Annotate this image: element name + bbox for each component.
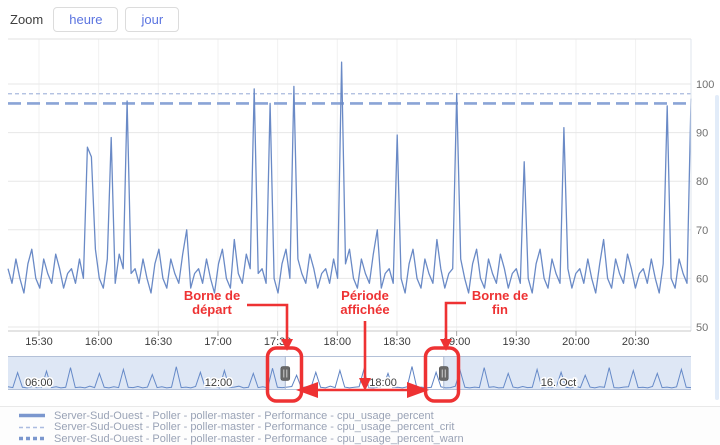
- start-arrow: [247, 303, 289, 340]
- legend-item-cpu-usage-warn[interactable]: Server-Sud-Ouest - Poller - poller-maste…: [18, 433, 720, 445]
- svg-text:16:30: 16:30: [145, 336, 173, 348]
- period-arrowhead: [359, 378, 371, 391]
- end-handle-highlight-box: [423, 346, 461, 403]
- annotation-arrows: [247, 301, 466, 403]
- svg-text:18:00: 18:00: [369, 377, 397, 389]
- zoom-hour-button[interactable]: heure: [53, 6, 119, 32]
- start-arrowhead: [281, 339, 293, 351]
- svg-text:16. Oct: 16. Oct: [541, 377, 576, 389]
- cpu-usage-series: [7, 61, 692, 294]
- svg-text:100: 100: [696, 79, 714, 91]
- legend-item-cpu-usage-crit[interactable]: Server-Sud-Ouest - Poller - poller-maste…: [18, 421, 720, 433]
- svg-text:12:00: 12:00: [205, 377, 233, 389]
- svg-text:80: 80: [696, 176, 708, 188]
- zoom-toolbar: Zoom heure jour: [0, 0, 180, 38]
- svg-text:20:30: 20:30: [622, 336, 650, 348]
- chart-grid: [8, 39, 691, 331]
- svg-text:18:00: 18:00: [324, 336, 352, 348]
- dashed-thick-line-swatch-icon: [19, 437, 45, 441]
- chart-legend: Server-Sud-Ouest - Poller - poller-maste…: [0, 406, 720, 445]
- svg-text:90: 90: [696, 128, 708, 140]
- threshold-lines: [8, 93, 691, 105]
- zoom-label: Zoom: [10, 11, 44, 27]
- svg-text:18:30: 18:30: [383, 336, 411, 348]
- zoom-day-button[interactable]: jour: [125, 6, 180, 32]
- annotation-end-bound: Borne de fin: [471, 288, 529, 317]
- annotation-displayed-period: Période affichée: [340, 288, 390, 317]
- start-handle-highlight-box: [265, 346, 304, 403]
- navigator-handle-right[interactable]: [439, 366, 449, 381]
- navigator-axis-labels: 06:00 12:00 18:00 16. Oct: [24, 376, 578, 391]
- svg-text:60: 60: [696, 273, 708, 285]
- solid-line-swatch-icon: [19, 414, 45, 418]
- navigator-handle-left[interactable]: [280, 366, 291, 381]
- svg-text:19:30: 19:30: [503, 336, 531, 348]
- navigator[interactable]: [7, 356, 692, 390]
- svg-text:06:00: 06:00: [25, 377, 53, 389]
- end-arrow: [444, 301, 466, 340]
- period-span-left-arrowhead: [296, 382, 318, 398]
- cpu-usage-chart[interactable]: 15:30 16:00 16:30 17:00 17:30 18:00 18:30 19:00…: [0, 0, 720, 407]
- dashed-thin-line-swatch-icon: [19, 426, 45, 428]
- legend-item-cpu-usage[interactable]: Server-Sud-Ouest - Poller - poller-maste…: [18, 410, 720, 422]
- svg-text:20:00: 20:00: [562, 336, 590, 348]
- svg-text:70: 70: [696, 225, 708, 237]
- svg-text:15:30: 15:30: [25, 336, 53, 348]
- svg-text:17:00: 17:00: [204, 336, 232, 348]
- svg-text:50: 50: [696, 322, 708, 334]
- page-scrollbar[interactable]: [715, 95, 719, 400]
- period-span-right-arrowhead: [407, 382, 429, 398]
- end-arrowhead: [440, 339, 452, 351]
- annotation-start-bound: Borne de départ: [183, 288, 241, 317]
- svg-text:16:00: 16:00: [85, 336, 113, 348]
